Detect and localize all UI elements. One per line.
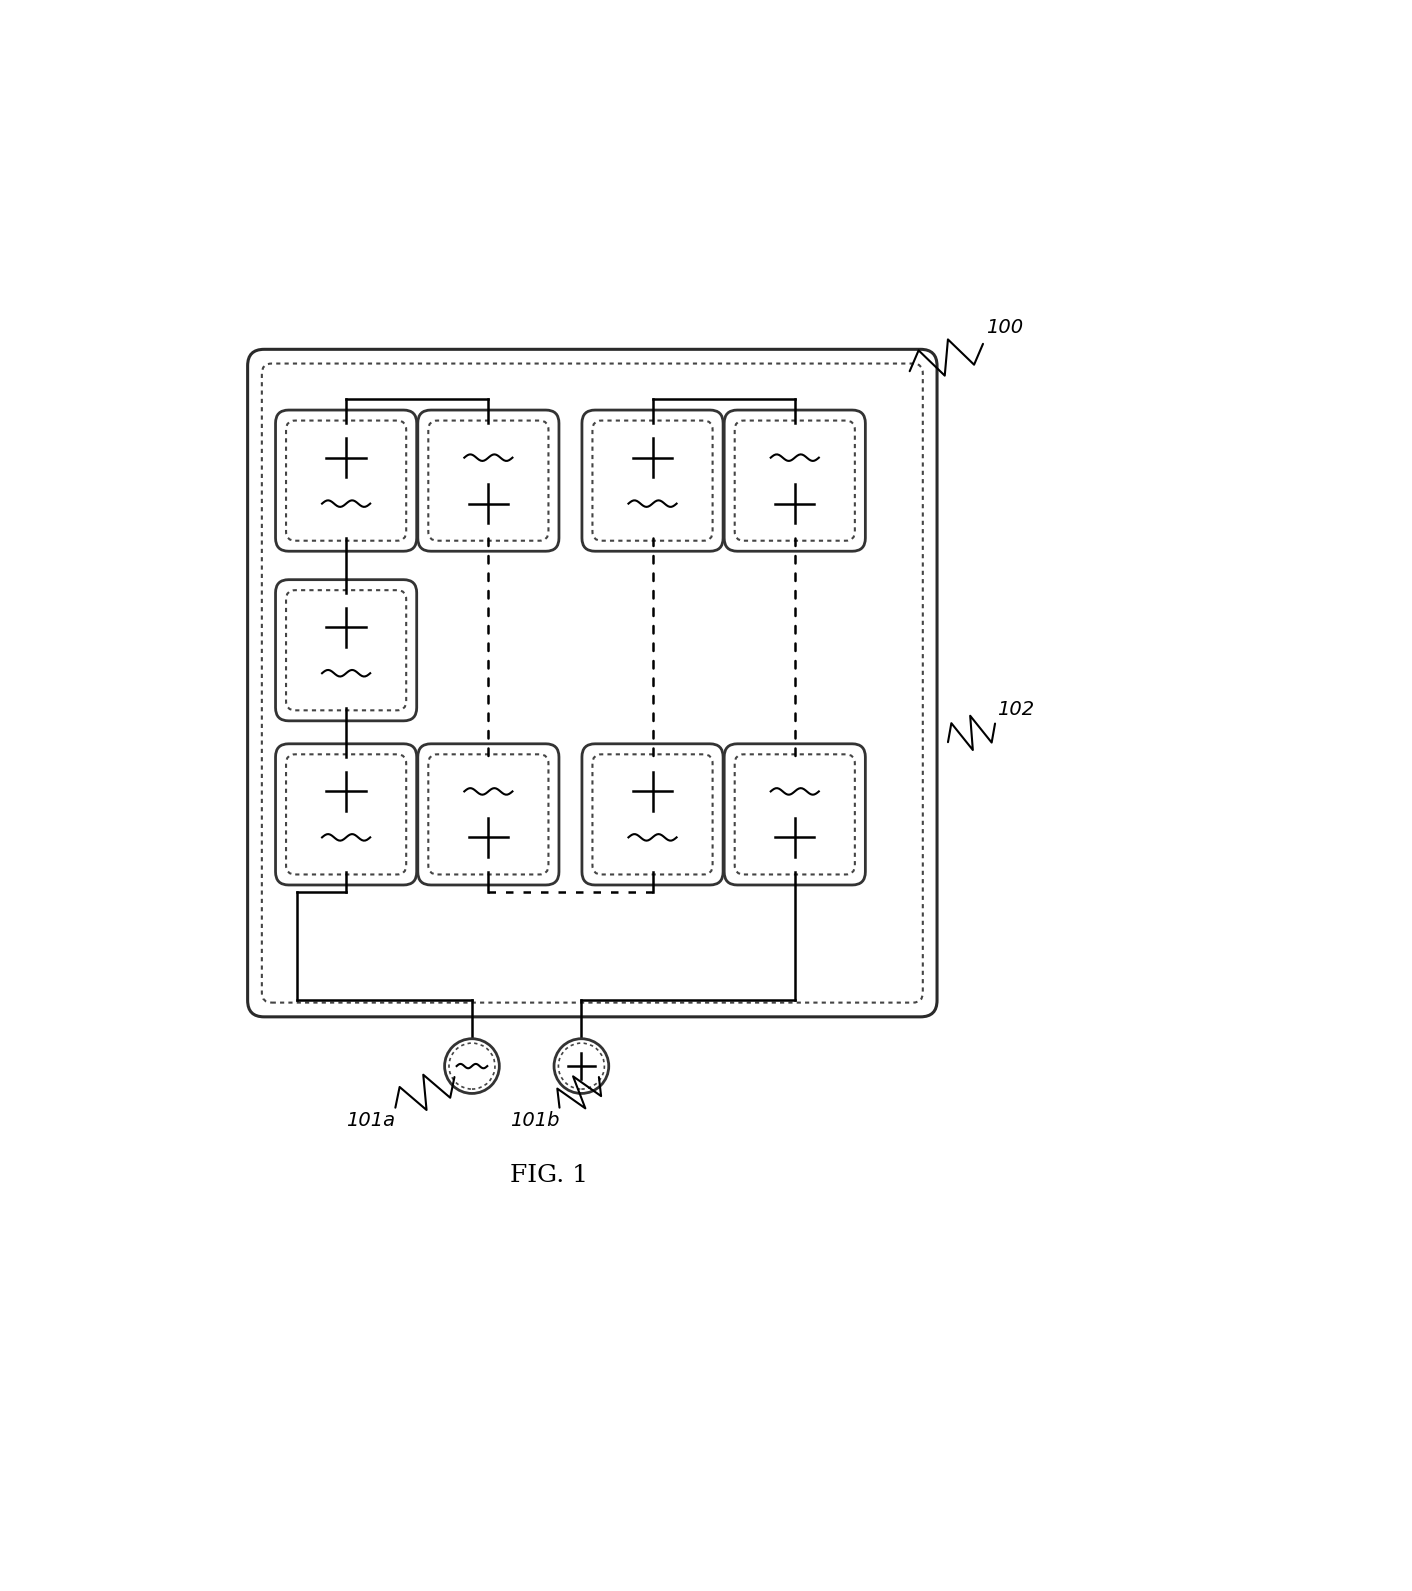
FancyBboxPatch shape [275, 745, 417, 885]
FancyBboxPatch shape [418, 745, 559, 885]
Circle shape [554, 1039, 609, 1093]
FancyBboxPatch shape [247, 350, 938, 1017]
Text: 102: 102 [997, 700, 1035, 719]
Text: 100: 100 [986, 318, 1024, 337]
FancyBboxPatch shape [275, 410, 417, 550]
Circle shape [445, 1039, 500, 1093]
FancyBboxPatch shape [724, 410, 866, 550]
FancyBboxPatch shape [582, 410, 723, 550]
FancyBboxPatch shape [582, 745, 723, 885]
Text: 101b: 101b [510, 1111, 559, 1130]
Text: FIG. 1: FIG. 1 [510, 1165, 587, 1187]
FancyBboxPatch shape [275, 579, 417, 721]
Text: 101a: 101a [346, 1111, 395, 1130]
FancyBboxPatch shape [724, 745, 866, 885]
FancyBboxPatch shape [418, 410, 559, 550]
